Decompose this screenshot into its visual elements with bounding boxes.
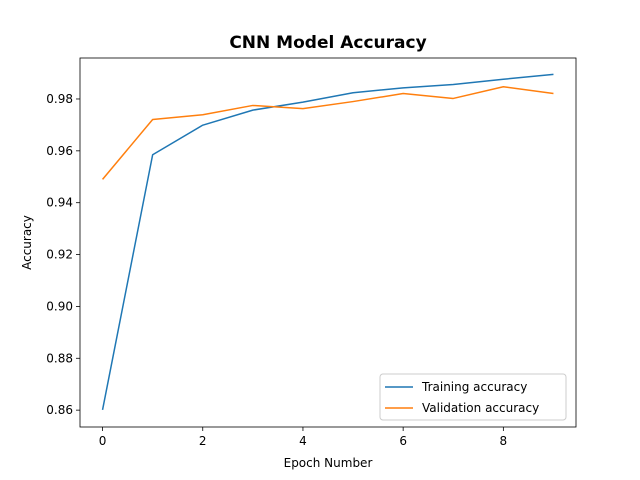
legend-label: Training accuracy — [421, 380, 527, 394]
y-tick-label: 0.92 — [46, 248, 73, 262]
x-tick-label: 6 — [399, 434, 407, 448]
legend: Training accuracy Validation accuracy — [379, 373, 567, 421]
chart-title: CNN Model Accuracy — [229, 33, 426, 53]
series-line-validation — [101, 86, 554, 180]
x-axis-label: Epoch Number — [284, 456, 373, 470]
y-tick-label: 0.96 — [46, 144, 73, 158]
series-line-training — [101, 73, 554, 411]
y-tick-label: 0.88 — [46, 351, 73, 365]
x-tick-label: 2 — [199, 434, 207, 448]
y-tick-label: 0.86 — [46, 403, 73, 417]
x-tick-label: 0 — [99, 434, 107, 448]
y-axis-label: Accuracy — [20, 215, 34, 270]
legend-box — [379, 373, 567, 421]
x-tick-label: 8 — [500, 434, 508, 448]
plot-frame — [79, 57, 577, 428]
legend-label: Validation accuracy — [422, 401, 539, 415]
x-tick-label: 4 — [299, 434, 307, 448]
y-tick-label: 0.94 — [46, 196, 73, 210]
y-tick-label: 0.90 — [46, 299, 73, 313]
y-tick-label: 0.98 — [46, 92, 73, 106]
